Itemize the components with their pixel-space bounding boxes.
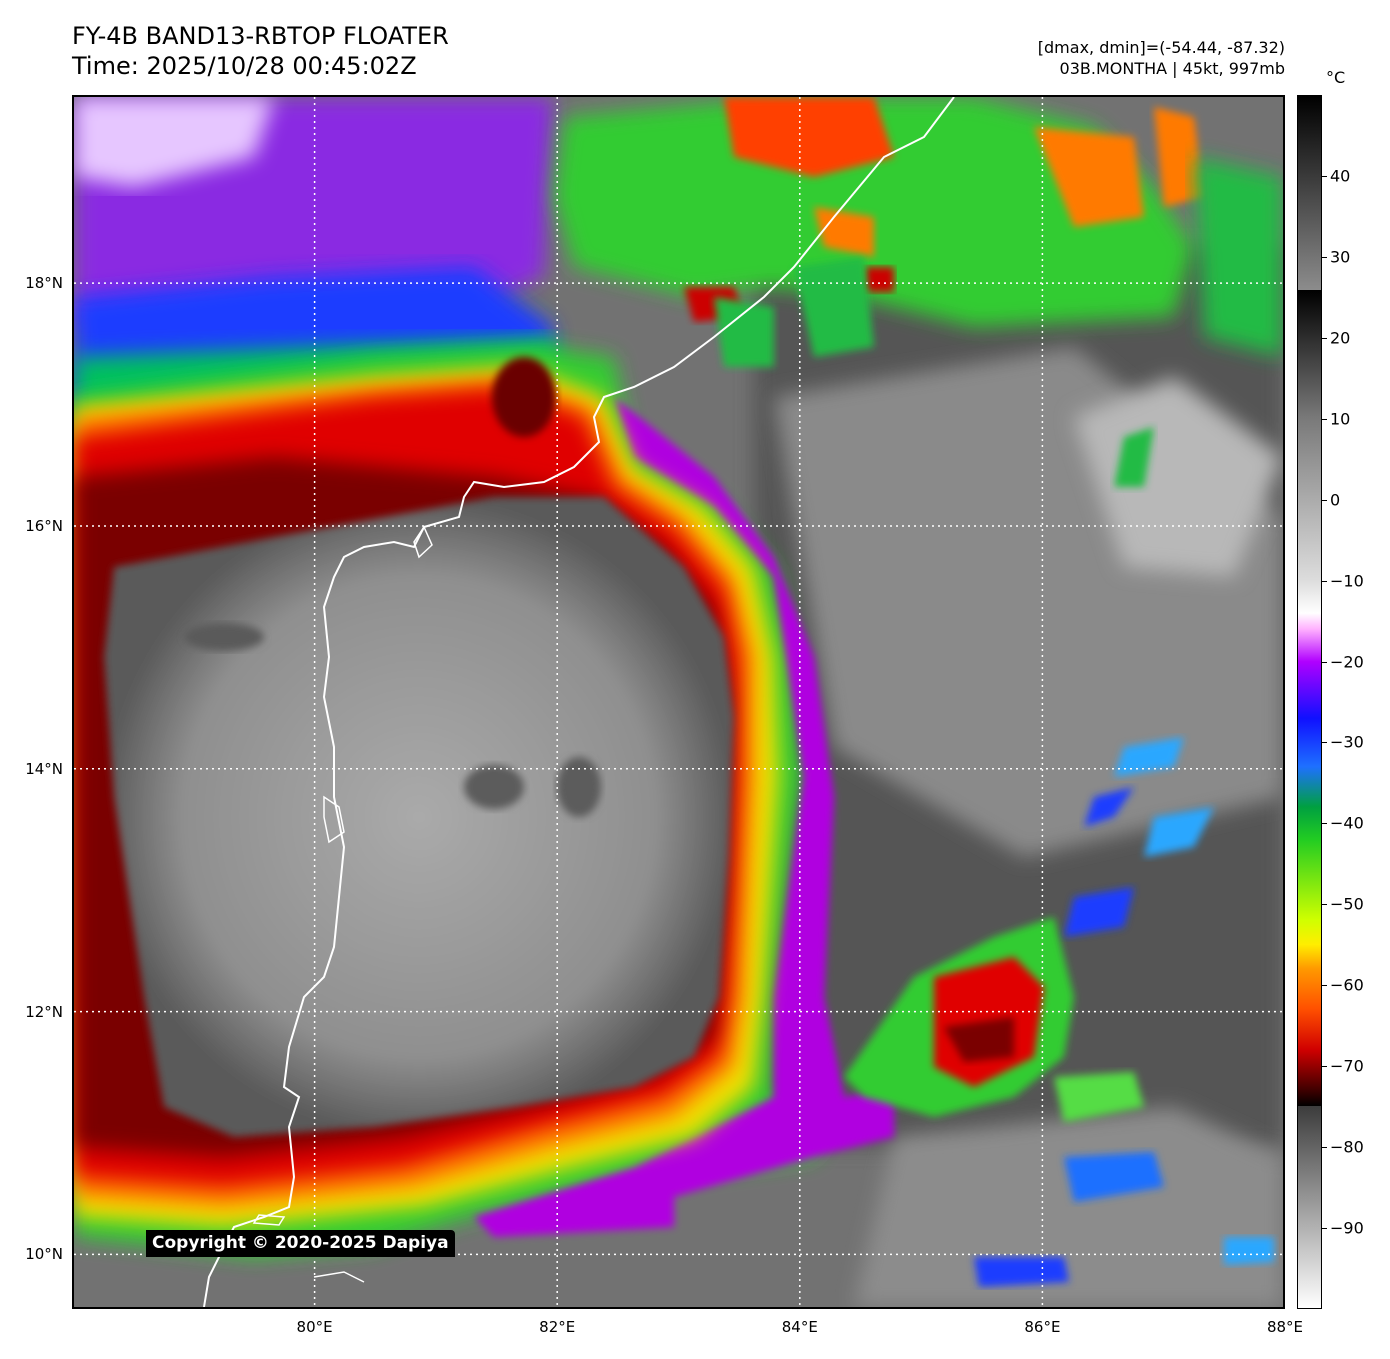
coastline — [203, 97, 955, 1307]
colorbar-tick — [1322, 580, 1327, 582]
latitude-label: 10°N — [25, 1245, 63, 1264]
longitude-label: 82°E — [539, 1318, 576, 1336]
colorbar-tick — [1322, 499, 1327, 501]
colorbar-tick — [1322, 1228, 1327, 1230]
colorbar-tick-label: 40 — [1330, 166, 1351, 186]
colorbar-tick-label: −60 — [1330, 975, 1364, 995]
colorbar-tick-label: −20 — [1330, 652, 1364, 672]
colorbar-tick — [1322, 418, 1327, 420]
colorbar-tick — [1322, 661, 1327, 663]
colorbar-tick — [1322, 742, 1327, 744]
colorbar-tick-label: 20 — [1330, 328, 1351, 348]
colorbar-tick — [1322, 985, 1327, 987]
copyright-label: Copyright © 2020-2025 Dapiya — [146, 1230, 455, 1257]
colorbar-tick-label: −70 — [1330, 1056, 1364, 1076]
colorbar-tick — [1322, 337, 1327, 339]
colorbar-tick-label: −50 — [1330, 894, 1364, 914]
colorbar-tick-label: −80 — [1330, 1137, 1364, 1157]
latitude-label: 14°N — [25, 759, 63, 778]
colorbar-tick — [1322, 904, 1327, 906]
colorbar-tick-label: −10 — [1330, 571, 1364, 591]
colorbar-tick — [1322, 175, 1327, 177]
colorbar-tick-label: 10 — [1330, 409, 1351, 429]
longitude-label: 84°E — [781, 1318, 818, 1336]
colorbar-tick — [1322, 1066, 1327, 1068]
colorbar-tick-label: −90 — [1330, 1218, 1364, 1238]
dmax-dmin-readout: [dmax, dmin]=(-54.44, -87.32) — [1037, 38, 1285, 57]
latitude-label: 12°N — [25, 1002, 63, 1021]
longitude-label: 88°E — [1266, 1318, 1304, 1336]
colorbar-tick — [1322, 256, 1327, 258]
satellite-map: Copyright © 2020-2025 Dapiya — [72, 95, 1285, 1309]
colorbar-tick-label: 0 — [1330, 490, 1341, 510]
colorbar-tick-label: −40 — [1330, 813, 1364, 833]
colorbar-tick-label: 30 — [1330, 247, 1351, 267]
colorbar-tick — [1322, 1147, 1327, 1149]
title-line-2: Time: 2025/10/28 00:45:02Z — [72, 52, 417, 80]
latitude-label: 18°N — [25, 274, 63, 293]
storm-info: 03B.MONTHA | 45kt, 997mb — [1059, 59, 1285, 78]
colorbar-tick-label: −30 — [1330, 732, 1364, 752]
graticule — [74, 97, 1283, 1307]
longitude-label: 86°E — [1024, 1318, 1061, 1336]
colorbar — [1297, 95, 1322, 1309]
colorbar-unit: °C — [1326, 68, 1346, 87]
colorbar-tick — [1322, 823, 1327, 825]
latitude-label: 16°N — [25, 516, 63, 535]
title-line-1: FY-4B BAND13-RBTOP FLOATER — [72, 22, 449, 50]
longitude-label: 80°E — [296, 1318, 333, 1336]
satellite-imagery — [74, 97, 1283, 1307]
central-dense-overcast — [104, 497, 734, 1137]
